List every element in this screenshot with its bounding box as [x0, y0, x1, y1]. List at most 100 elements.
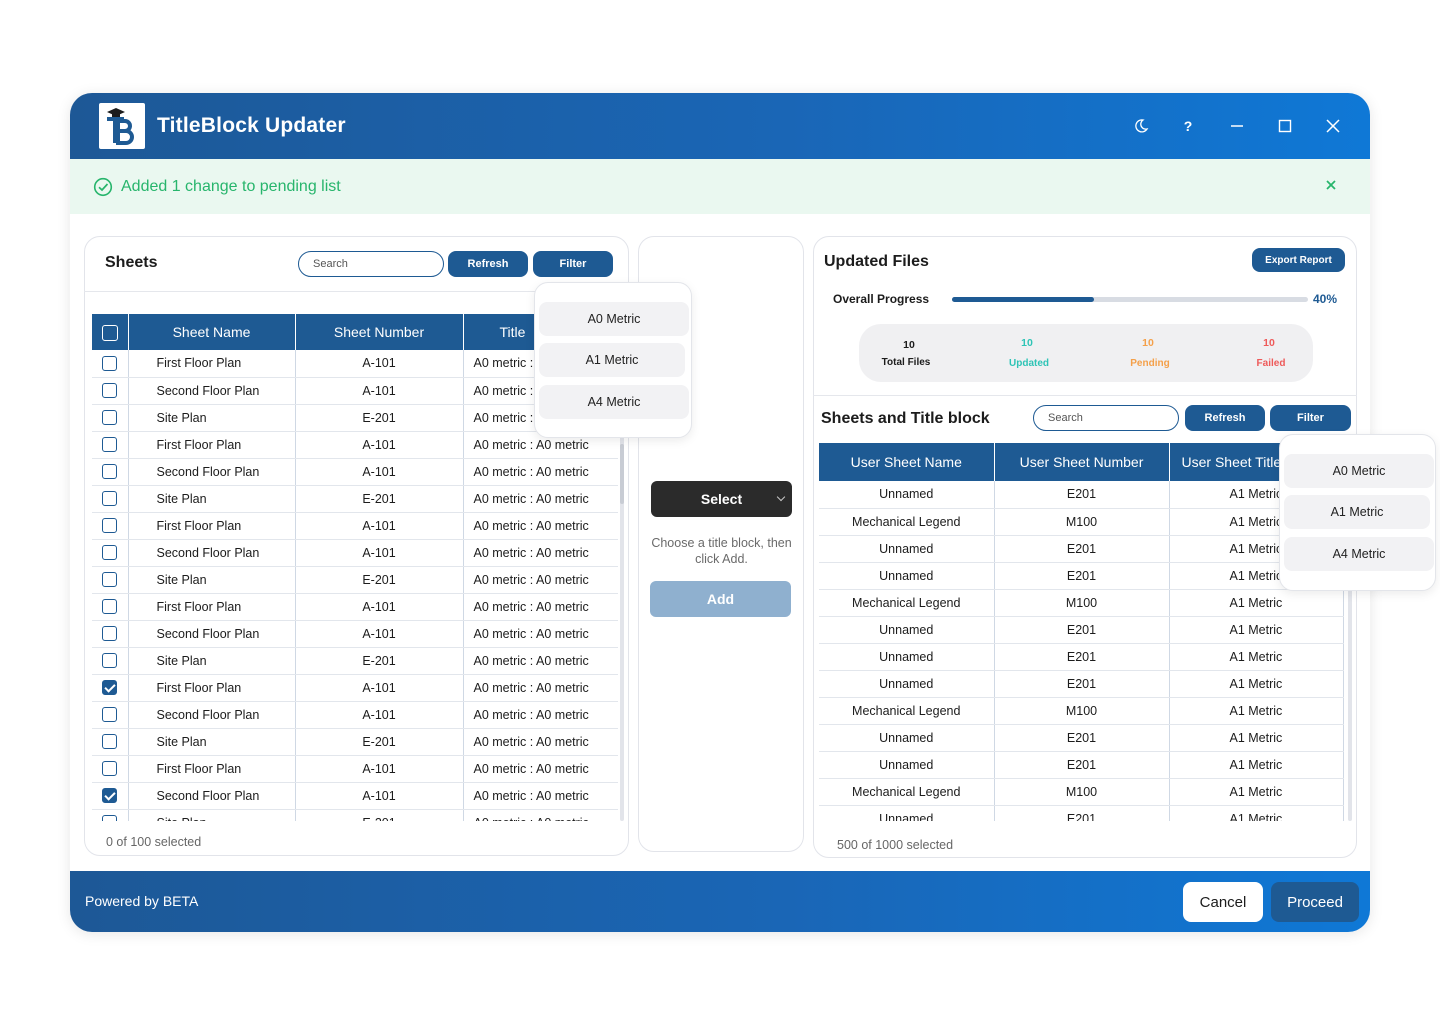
row-checkbox[interactable]: [92, 539, 129, 567]
table-row[interactable]: Unnamed E201 A1 Metric: [819, 562, 1344, 590]
table-row[interactable]: Mechanical Legend M100 A1 Metric: [819, 508, 1344, 536]
sheet-name-cell: Second Floor Plan: [128, 701, 296, 729]
dropdown-option-a4[interactable]: A4 Metric: [539, 385, 689, 419]
titleblock-table: User Sheet Name User Sheet Number User S…: [819, 443, 1344, 821]
user-sheet-name-cell: Unnamed: [819, 616, 995, 644]
table-row[interactable]: Unnamed E201 A1 Metric: [819, 616, 1344, 644]
table-row[interactable]: First Floor Plan A-101 A0 metric : A0 metr…: [92, 593, 618, 621]
table-row[interactable]: Second Floor Plan A-101 A0 metric : A0 met…: [92, 377, 618, 405]
row-checkbox[interactable]: [92, 593, 129, 621]
column-sheet-name[interactable]: Sheet Name: [128, 314, 296, 350]
table-row[interactable]: Second Floor Plan A-101 A0 metric : A0 met…: [92, 782, 618, 810]
table-row[interactable]: Second Floor Plan A-101 A0 metric : A0 met…: [92, 458, 618, 486]
row-checkbox[interactable]: [92, 458, 129, 486]
dropdown-option-a0[interactable]: A0 Metric: [1284, 454, 1434, 488]
dropdown-option-a1[interactable]: A1 Metric: [539, 343, 685, 377]
user-sheet-name-cell: Mechanical Legend: [819, 508, 995, 536]
sheet-name-cell: Site Plan: [128, 647, 296, 675]
row-checkbox[interactable]: [92, 377, 129, 405]
row-checkbox[interactable]: [92, 404, 129, 432]
row-checkbox[interactable]: [92, 512, 129, 540]
table-row[interactable]: Unnamed E201 A1 Metric: [819, 535, 1344, 563]
user-sheet-title-cell: A1 Metric: [1169, 643, 1344, 671]
column-user-sheet-number[interactable]: User Sheet Number: [994, 443, 1170, 481]
row-checkbox[interactable]: [92, 782, 129, 810]
sheets-scrollbar[interactable]: [620, 314, 624, 821]
sheets-filter-button[interactable]: Filter: [533, 251, 613, 277]
table-row[interactable]: Mechanical Legend M100 A1 Metric: [819, 697, 1344, 725]
column-user-sheet-name[interactable]: User Sheet Name: [819, 443, 995, 481]
maximize-icon[interactable]: [1273, 114, 1297, 138]
success-banner: Added 1 change to pending list: [70, 159, 1370, 214]
sheet-number-cell: E-201: [295, 809, 464, 821]
table-row[interactable]: First Floor Plan A-101 A0 metric : A0 metr…: [92, 512, 618, 540]
table-row[interactable]: Second Floor Plan A-101 A0 metric : A0 met…: [92, 620, 618, 648]
titleblock-logo-icon: [99, 103, 145, 149]
table-row[interactable]: Unnamed E201 A1 Metric: [819, 643, 1344, 671]
table-row[interactable]: Unnamed E201 A1 Metric: [819, 751, 1344, 779]
sheet-number-cell: A-101: [295, 539, 464, 567]
add-button[interactable]: Add: [650, 581, 791, 617]
export-report-button[interactable]: Export Report: [1252, 248, 1345, 272]
row-checkbox[interactable]: [92, 674, 129, 702]
row-checkbox[interactable]: [92, 485, 129, 513]
sheet-title-cell: A0 metric : A0 metric: [463, 701, 618, 729]
row-checkbox[interactable]: [92, 701, 129, 729]
table-row[interactable]: Unnamed E201 A1 Metric: [819, 481, 1344, 509]
row-checkbox[interactable]: [92, 755, 129, 783]
titleblock-search-input[interactable]: [1033, 405, 1179, 431]
dropdown-option-a0[interactable]: A0 Metric: [539, 302, 689, 336]
table-row[interactable]: Second Floor Plan A-101 A0 metric : A0 met…: [92, 539, 618, 567]
user-sheet-number-cell: E201: [994, 724, 1170, 752]
user-sheet-name-cell: Unnamed: [819, 805, 995, 821]
dropdown-option-a1[interactable]: A1 Metric: [1284, 495, 1430, 529]
proceed-button[interactable]: Proceed: [1271, 882, 1359, 922]
user-sheet-name-cell: Unnamed: [819, 535, 995, 563]
row-checkbox[interactable]: [92, 647, 129, 675]
row-checkbox[interactable]: [92, 431, 129, 459]
banner-close-icon[interactable]: [1322, 176, 1340, 194]
row-checkbox[interactable]: [92, 809, 129, 821]
stat-total-value: 10: [903, 339, 915, 351]
row-checkbox[interactable]: [92, 728, 129, 756]
column-sheet-number[interactable]: Sheet Number: [295, 314, 464, 350]
select-all-checkbox[interactable]: [92, 314, 129, 350]
overall-progress-bar: [952, 297, 1308, 302]
row-checkbox[interactable]: [92, 350, 129, 378]
table-row[interactable]: First Floor Plan A-101 A0 metric : A0 metr…: [92, 674, 618, 702]
sheet-number-cell: A-101: [295, 377, 464, 405]
titleblock-refresh-button[interactable]: Refresh: [1185, 405, 1265, 431]
stat-updated-label: Updated: [1009, 358, 1049, 369]
row-checkbox[interactable]: [92, 566, 129, 594]
sheet-name-cell: Site Plan: [128, 485, 296, 513]
table-row[interactable]: Unnamed E201 A1 Metric: [819, 670, 1344, 698]
cancel-button[interactable]: Cancel: [1183, 882, 1263, 922]
sheet-title-cell: A0 metric : A0 metric: [463, 782, 618, 810]
user-sheet-name-cell: Unnamed: [819, 670, 995, 698]
table-row[interactable]: Mechanical Legend M100 A1 Metric: [819, 778, 1344, 806]
titleblock-select[interactable]: Select: [651, 481, 792, 517]
table-row[interactable]: Unnamed E201 A1 Metric: [819, 805, 1344, 821]
help-icon[interactable]: ?: [1183, 118, 1193, 134]
stat-failed-value: 10: [1263, 337, 1275, 349]
theme-moon-icon[interactable]: [1129, 114, 1153, 138]
dropdown-option-a4[interactable]: A4 Metric: [1284, 537, 1434, 571]
table-row[interactable]: First Floor Plan A-101 A0 metric : A0 metr…: [92, 755, 618, 783]
sheets-search-input[interactable]: [298, 251, 444, 277]
user-sheet-number-cell: E201: [994, 535, 1170, 563]
minimize-icon[interactable]: [1225, 114, 1249, 138]
table-row[interactable]: Second Floor Plan A-101 A0 metric : A0 met…: [92, 701, 618, 729]
close-icon[interactable]: [1321, 114, 1345, 138]
table-row[interactable]: Unnamed E201 A1 Metric: [819, 724, 1344, 752]
titleblock-filter-button[interactable]: Filter: [1270, 405, 1351, 431]
table-row[interactable]: Mechanical Legend M100 A1 Metric: [819, 589, 1344, 617]
titleblock-table-viewport: User Sheet Name User Sheet Number User S…: [819, 443, 1344, 821]
progress-fill: [952, 297, 1095, 302]
sheets-refresh-button[interactable]: Refresh: [448, 251, 528, 277]
row-checkbox[interactable]: [92, 620, 129, 648]
